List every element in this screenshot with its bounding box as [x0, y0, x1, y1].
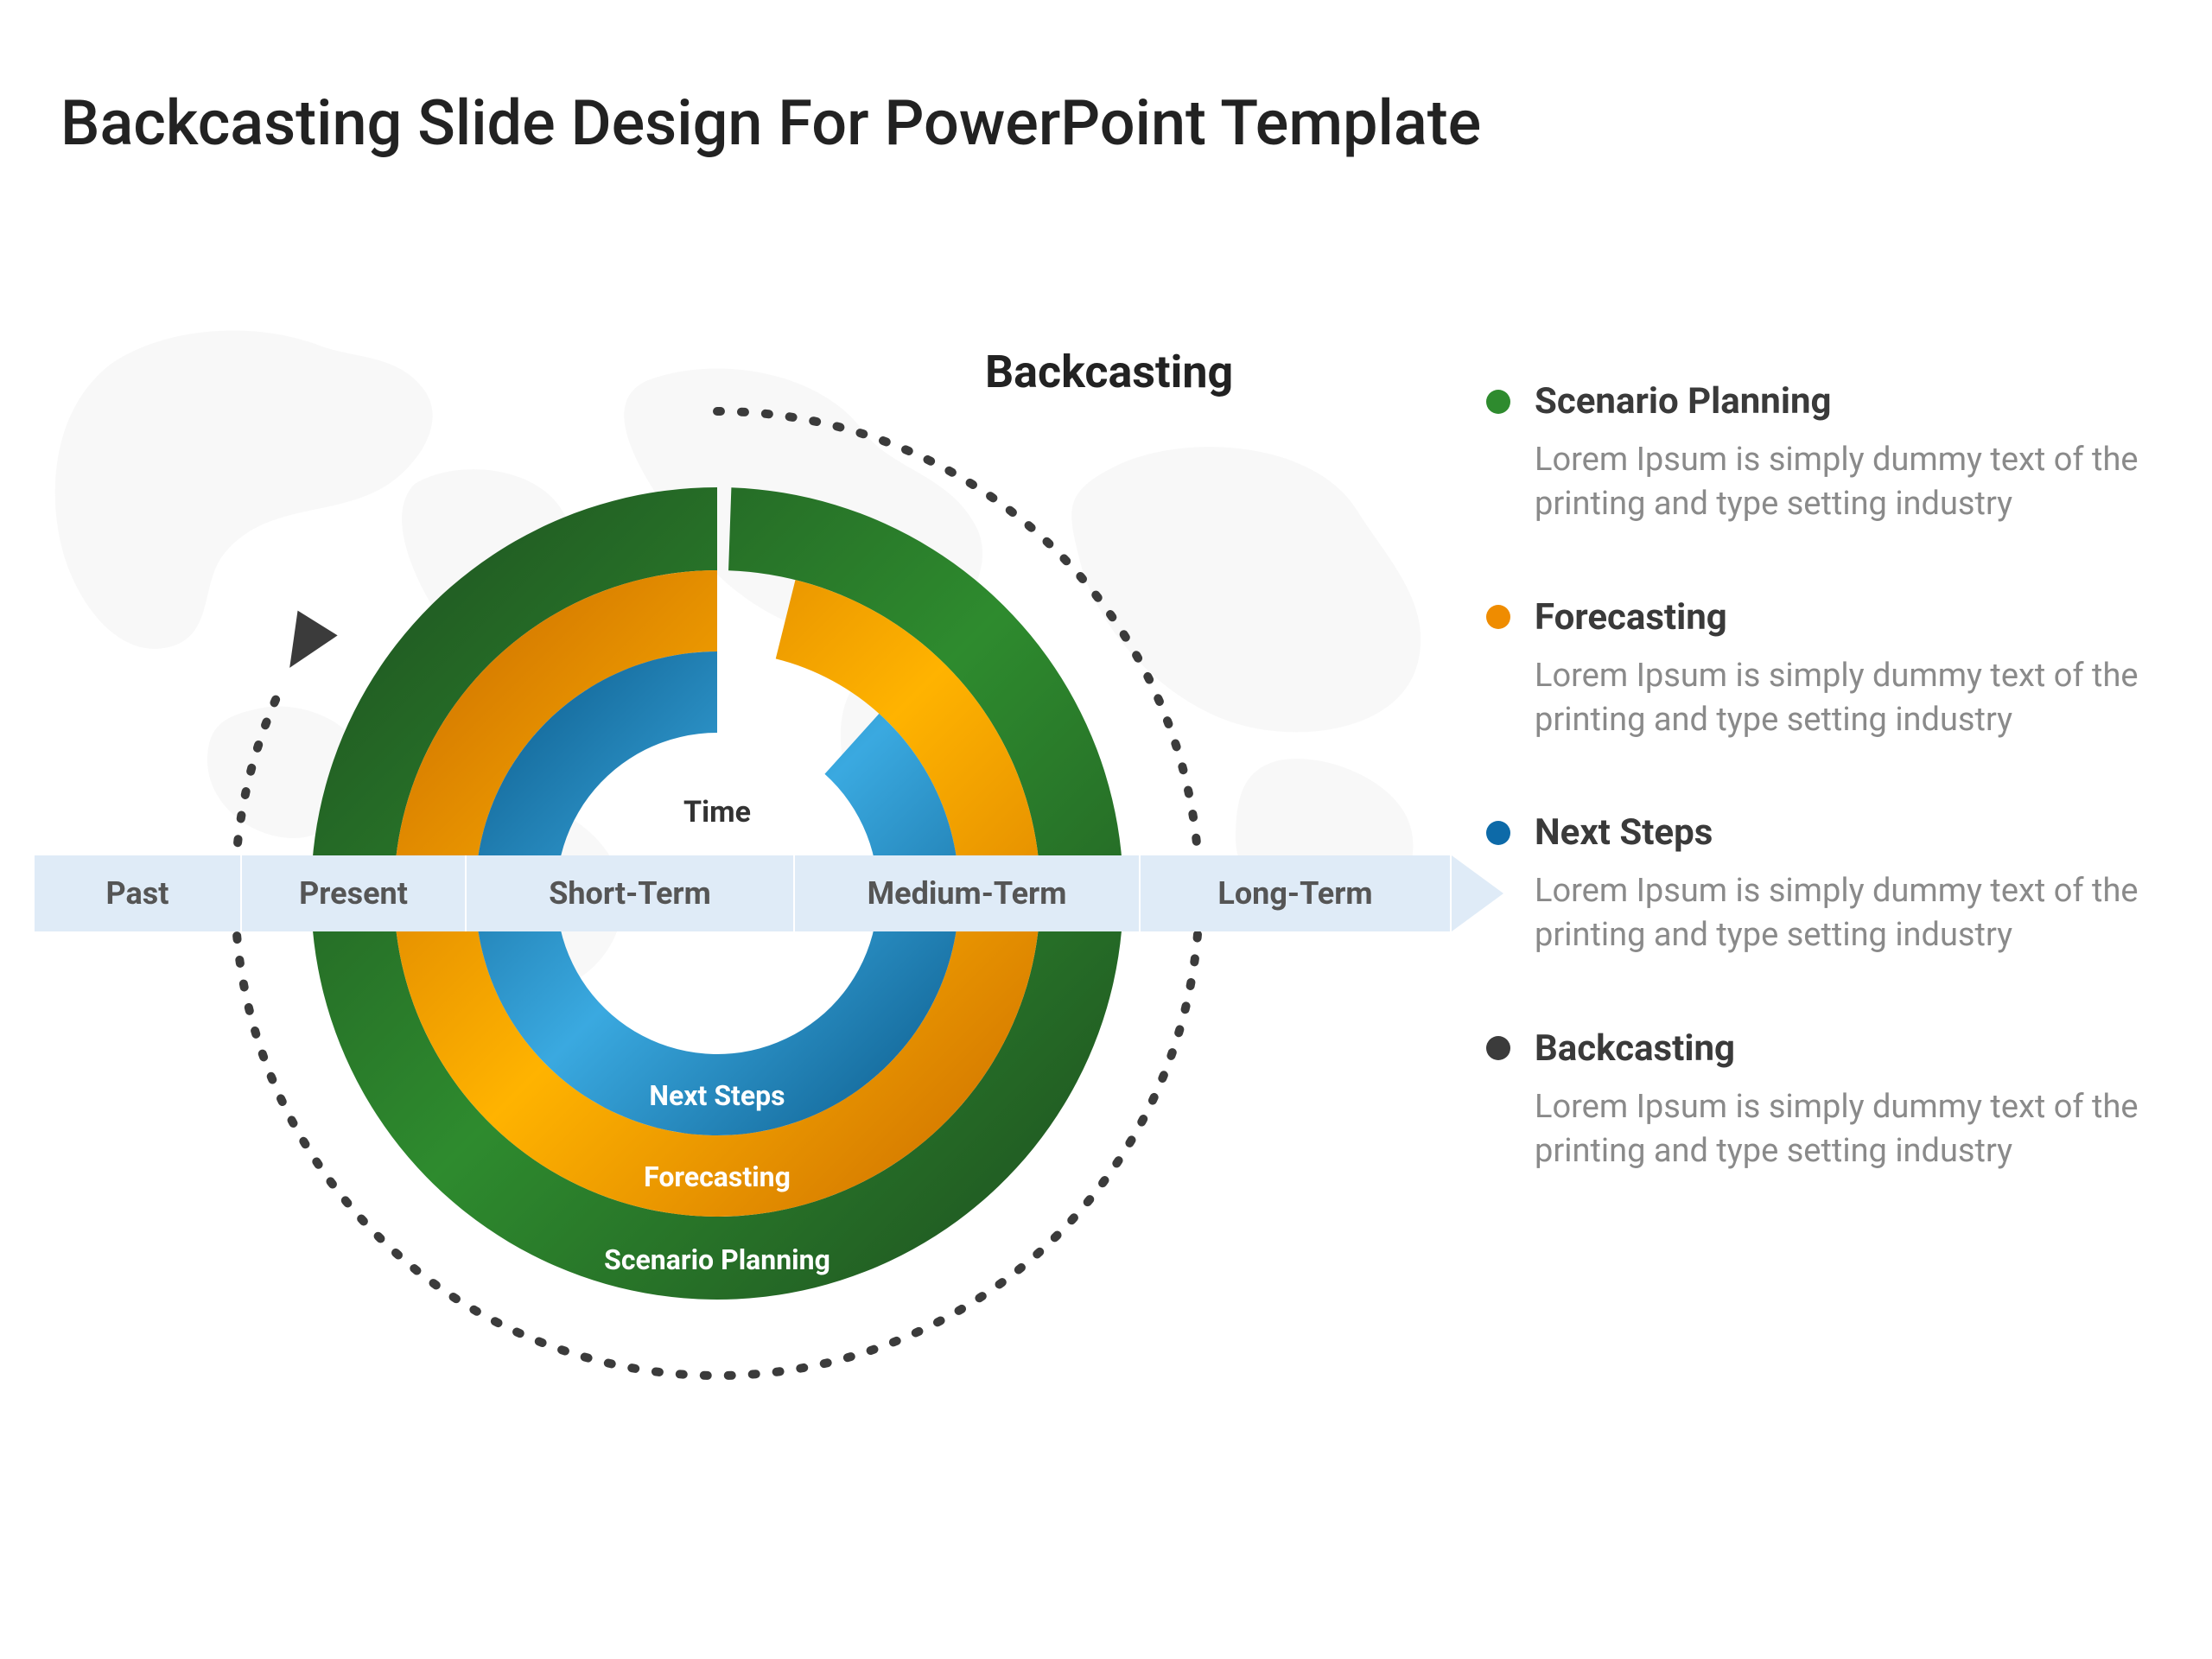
- legend-item-forecasting: Forecasting Lorem Ipsum is simply dummy t…: [1486, 596, 2143, 743]
- legend-description: Lorem Ipsum is simply dummy text of the …: [1535, 869, 2143, 958]
- legend-description: Lorem Ipsum is simply dummy text of the …: [1535, 438, 2143, 527]
- legend-description: Lorem Ipsum is simply dummy text of the …: [1535, 654, 2143, 743]
- timeline-cell-medium-term: Medium-Term: [795, 855, 1141, 931]
- timeline-cell-long-term: Long-Term: [1141, 855, 1452, 931]
- legend-dot-icon: [1486, 1036, 1510, 1060]
- legend-title: Backcasting: [1535, 1027, 1735, 1070]
- timeline-cell-past: Past: [35, 855, 242, 931]
- legend: Scenario Planning Lorem Ipsum is simply d…: [1486, 380, 2143, 1243]
- ring-label-next-steps: Next Steps: [649, 1079, 785, 1112]
- timeline-bar: PastPresentShort-TermMedium-TermLong-Ter…: [35, 855, 1521, 931]
- timeline-cell-short-term: Short-Term: [467, 855, 795, 931]
- center-time-label: Time: [683, 795, 751, 830]
- page-title: Backcasting Slide Design For PowerPoint …: [60, 86, 1481, 160]
- legend-title: Scenario Planning: [1535, 380, 1832, 423]
- diagram-area: Backcasting Time Scenario Planning Foreca…: [35, 311, 1521, 1434]
- ring-label-forecasting: Forecasting: [644, 1160, 791, 1193]
- backcasting-heading: Backcasting: [985, 346, 1233, 398]
- legend-dot-icon: [1486, 605, 1510, 629]
- legend-item-backcasting: Backcasting Lorem Ipsum is simply dummy t…: [1486, 1027, 2143, 1174]
- timeline-cell-present: Present: [242, 855, 467, 931]
- legend-item-scenario-planning: Scenario Planning Lorem Ipsum is simply d…: [1486, 380, 2143, 527]
- legend-description: Lorem Ipsum is simply dummy text of the …: [1535, 1085, 2143, 1174]
- legend-title: Next Steps: [1535, 811, 1713, 854]
- ring-label-scenario-planning: Scenario Planning: [604, 1243, 830, 1276]
- legend-title: Forecasting: [1535, 596, 1727, 639]
- backcasting-arrowhead-icon: [289, 611, 337, 668]
- legend-item-next-steps: Next Steps Lorem Ipsum is simply dummy te…: [1486, 811, 2143, 958]
- legend-dot-icon: [1486, 390, 1510, 414]
- legend-dot-icon: [1486, 821, 1510, 845]
